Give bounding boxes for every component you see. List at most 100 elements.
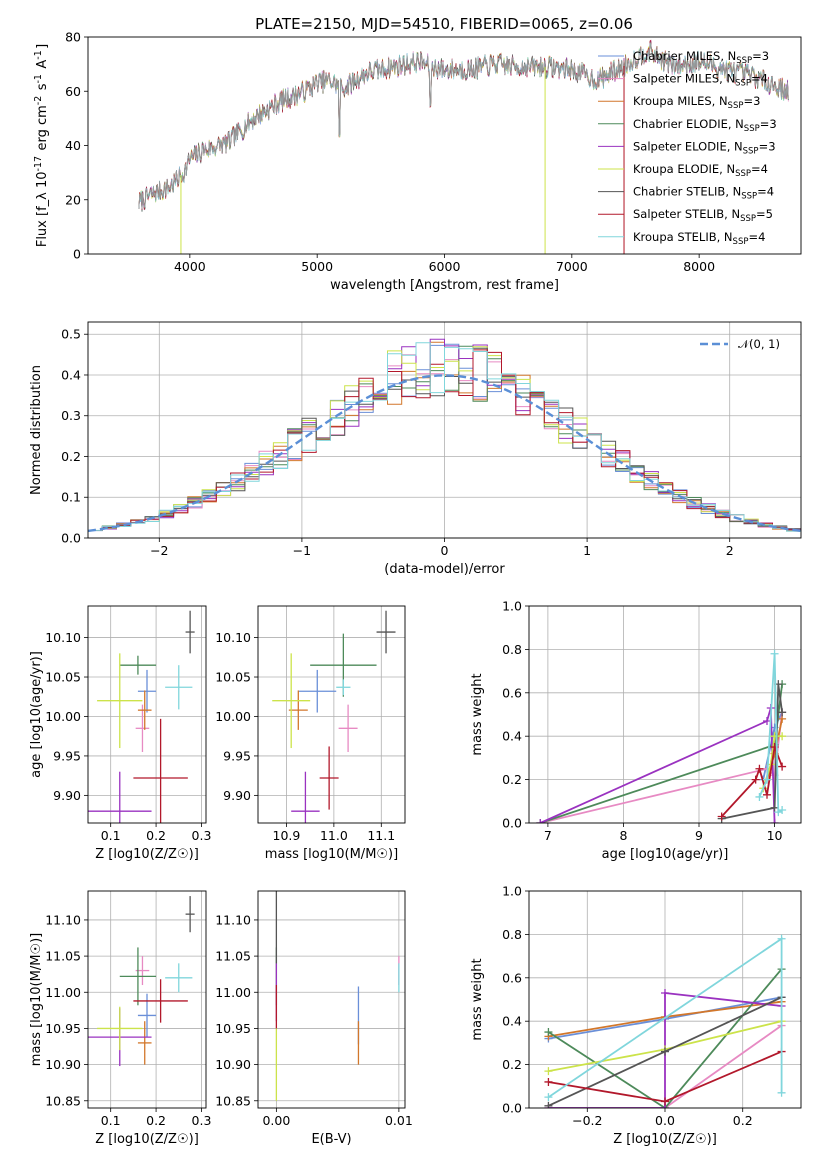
figure-title: PLATE=2150, MJD=54510, FIBERID=0065, z=0…	[255, 15, 633, 33]
series-marker	[536, 819, 545, 823]
mass-weight-vs-age-panel: 7 8 9 10 0.0 0.2 0.4 0.6 0.8 1.0 age [log10(age/yr…	[470, 599, 802, 862]
y-tick-label: 0.0	[502, 1101, 522, 1116]
axes-frame	[87, 890, 207, 1109]
spectrum-data	[138, 42, 789, 210]
legend-label-kroupa-stelib: Kroupa STELIB, NSSP=4	[633, 230, 765, 247]
series-marker	[778, 805, 787, 814]
legend-label-salpeter-stelib: Salpeter STELIB, NSSP=5	[633, 207, 773, 224]
x-tick-label: 2	[726, 543, 734, 558]
age-vs-mass-panel: 10.9 11.0 11.1 9.90 9.95 10.00 10.05 10.10 mass …	[215, 605, 406, 862]
point-chabrier-miles	[137, 993, 157, 1038]
x-tick-label: 1	[583, 543, 591, 558]
point-chabrier-elodie	[119, 947, 157, 1006]
grid	[258, 606, 405, 823]
legend-label-chabrier-stelib: Chabrier STELIB, NSSP=4	[633, 185, 774, 202]
x-tick-label: 8000	[683, 259, 715, 274]
y-tick-label: 0.3	[61, 408, 81, 423]
series-marker	[770, 649, 779, 658]
point-kroupa-miles	[137, 1021, 152, 1065]
x-tick-label: 0.1	[101, 1113, 121, 1128]
legend-label-salpeter-miles: Salpeter MILES, NSSP=4	[633, 72, 768, 89]
point-kroupa-elodie	[97, 653, 143, 749]
legend-label-gaussian: 𝒩(0, 1)	[738, 337, 780, 351]
legend-label-chabrier-miles: Chabrier MILES, NSSP=3	[633, 49, 769, 66]
series-marker	[544, 1077, 553, 1086]
point-kroupa-stelib	[165, 963, 193, 993]
residuals-y-axis-label: Normed distribution	[29, 365, 44, 495]
x-tick-label: −2	[150, 543, 168, 558]
point-salpeter-stelib	[133, 979, 188, 1023]
age_vs_mass-x-axis-label: mass [log10(M/M☉)]	[265, 847, 398, 862]
y-tick-label: 0.4	[502, 729, 522, 744]
x-tick-label: 0.0	[655, 1113, 675, 1128]
y-tick-label: 0.0	[502, 816, 522, 831]
y-tick-label: 0.6	[502, 685, 522, 700]
mass-vs-ebv-panel: 0.00 0.01 10.85 10.90 10.95 11.00 11.05 11.10 E(…	[215, 890, 413, 1147]
series-marker	[770, 819, 779, 823]
y-tick-label: 10.95	[215, 1021, 251, 1036]
axes-frame	[257, 605, 406, 824]
series-marker	[751, 775, 760, 784]
legend-label-kroupa-elodie: Kroupa ELODIE, NSSP=4	[633, 162, 768, 179]
y-tick-label: 80	[65, 30, 81, 45]
point-chabrier-miles	[298, 669, 337, 713]
legend-label-salpeter-elodie: Salpeter ELODIE, NSSP=3	[633, 139, 776, 156]
x-tick-label: 6000	[429, 259, 461, 274]
x-tick-label: 0.2	[146, 1113, 166, 1128]
series-marker	[770, 803, 779, 812]
series-marker	[544, 1067, 553, 1076]
mass_weight_vs_Z-x-axis-label: Z [log10(Z/Z☉)]	[613, 1132, 717, 1147]
grid	[88, 891, 206, 1108]
y-tick-label: 11.10	[45, 912, 81, 927]
y-tick-label: 10.05	[45, 670, 81, 685]
series-salpeter-stelib	[717, 743, 787, 821]
y-tick-label: 11.10	[215, 912, 251, 927]
series-line	[539, 707, 776, 823]
plot-area	[88, 896, 195, 1067]
axes-frame	[257, 890, 406, 1109]
x-tick-label: 0.01	[385, 1113, 413, 1128]
x-tick-label: 0	[441, 543, 449, 558]
y-tick-label: 1.0	[502, 884, 522, 899]
point-kroupa-stelib	[336, 679, 351, 696]
plot-area	[536, 649, 787, 823]
point-chabrier-stelib	[185, 610, 195, 654]
axes-frame	[87, 36, 802, 255]
series-line	[548, 1024, 783, 1108]
mass_weight_vs_age-x-axis-label: age [log10(age/yr)]	[602, 847, 729, 862]
y-tick-label: 9.95	[223, 748, 251, 763]
histogram-salpeter-elodie	[88, 338, 801, 531]
plot-area	[88, 338, 801, 533]
plot-area	[138, 39, 789, 254]
x-tick-label: 11.0	[320, 828, 348, 843]
legend-label-kroupa-miles: Kroupa MILES, NSSP=3	[633, 94, 760, 111]
point-kroupa-elodie	[97, 1006, 143, 1051]
y-tick-label: 0.2	[502, 1057, 522, 1072]
series-chabrier-elodie	[536, 680, 787, 823]
age_vs_Z-y-axis-label: age [log10(age/yr)]	[29, 651, 44, 778]
plot-area	[272, 610, 396, 823]
y-tick-label: 10.10	[215, 630, 251, 645]
x-tick-label: 4000	[174, 259, 206, 274]
y-tick-label: 0.2	[502, 772, 522, 787]
series-marker	[544, 1028, 553, 1037]
point-chabrier-stelib	[185, 896, 195, 933]
point-kroupa-stelib	[165, 665, 193, 710]
y-tick-label: 40	[65, 138, 81, 153]
y-tick-label: 1.0	[502, 599, 522, 614]
mass-weight-vs-metallicity-panel: −0.2 0.0 0.2 0.0 0.2 0.4 0.6 0.8 1.0 Z [log10(Z/Z…	[470, 884, 802, 1147]
axes-frame	[87, 321, 802, 539]
y-tick-label: 9.90	[223, 788, 251, 803]
x-tick-label: 10.9	[273, 828, 301, 843]
x-tick-label: −0.2	[572, 1113, 602, 1128]
x-tick-label: −1	[293, 543, 311, 558]
y-tick-label: 0.0	[61, 531, 81, 546]
series-line	[721, 743, 783, 818]
plot-area	[88, 610, 195, 823]
y-tick-label: 20	[65, 192, 81, 207]
x-tick-label: 0.3	[192, 1113, 212, 1128]
spectrum-y-axis-label: Flux [f_λ 10-17 erg cm-2 s-1 A-1 ]	[33, 44, 50, 247]
x-tick-label: 0.2	[146, 828, 166, 843]
point-salpeter-stelib	[319, 746, 339, 810]
x-tick-label: 10	[767, 828, 783, 843]
